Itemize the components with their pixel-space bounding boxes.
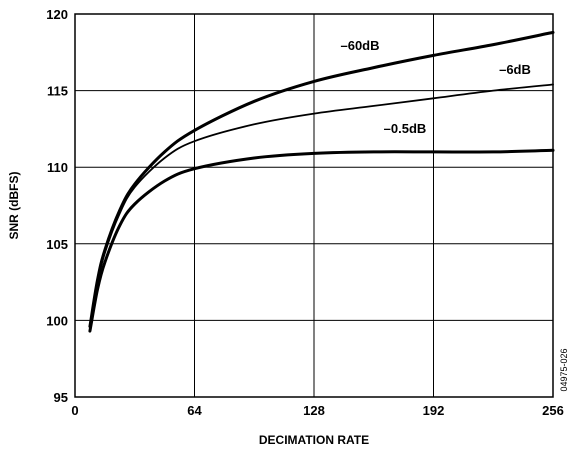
series-line-minus-0-5db	[88, 148, 555, 333]
series-line-minus-60db	[88, 30, 555, 328]
y-axis-label: SNR (dBFS)	[7, 172, 21, 240]
series-label-minus-60db: –60dB	[340, 38, 379, 53]
figure-id: 04975-026	[559, 348, 569, 391]
series-line-minus-6db	[89, 83, 554, 328]
series-lines	[88, 30, 555, 333]
series-label-minus-6db: –6dB	[499, 62, 531, 77]
series-labels: –60dB –6dB –0.5dB	[340, 38, 530, 136]
tick-labels: 0 64 128 192 256 95 100 105 110 115 120	[46, 7, 564, 418]
y-tick-label: 100	[46, 313, 68, 328]
series-label-minus-0-5db: –0.5dB	[384, 121, 427, 136]
x-axis-label: DECIMATION RATE	[259, 433, 369, 447]
x-tick-label: 0	[71, 403, 78, 418]
x-tick-label: 64	[187, 403, 202, 418]
y-tick-label: 95	[54, 390, 68, 405]
y-tick-label: 115	[47, 84, 68, 99]
grid	[75, 14, 553, 397]
x-tick-label: 256	[542, 403, 564, 418]
y-tick-label: 120	[46, 7, 68, 22]
x-tick-label: 192	[423, 403, 445, 418]
y-tick-label: 110	[47, 160, 68, 175]
plot-frame	[74, 13, 554, 398]
y-tick-label: 105	[46, 237, 68, 252]
x-tick-label: 128	[303, 403, 325, 418]
